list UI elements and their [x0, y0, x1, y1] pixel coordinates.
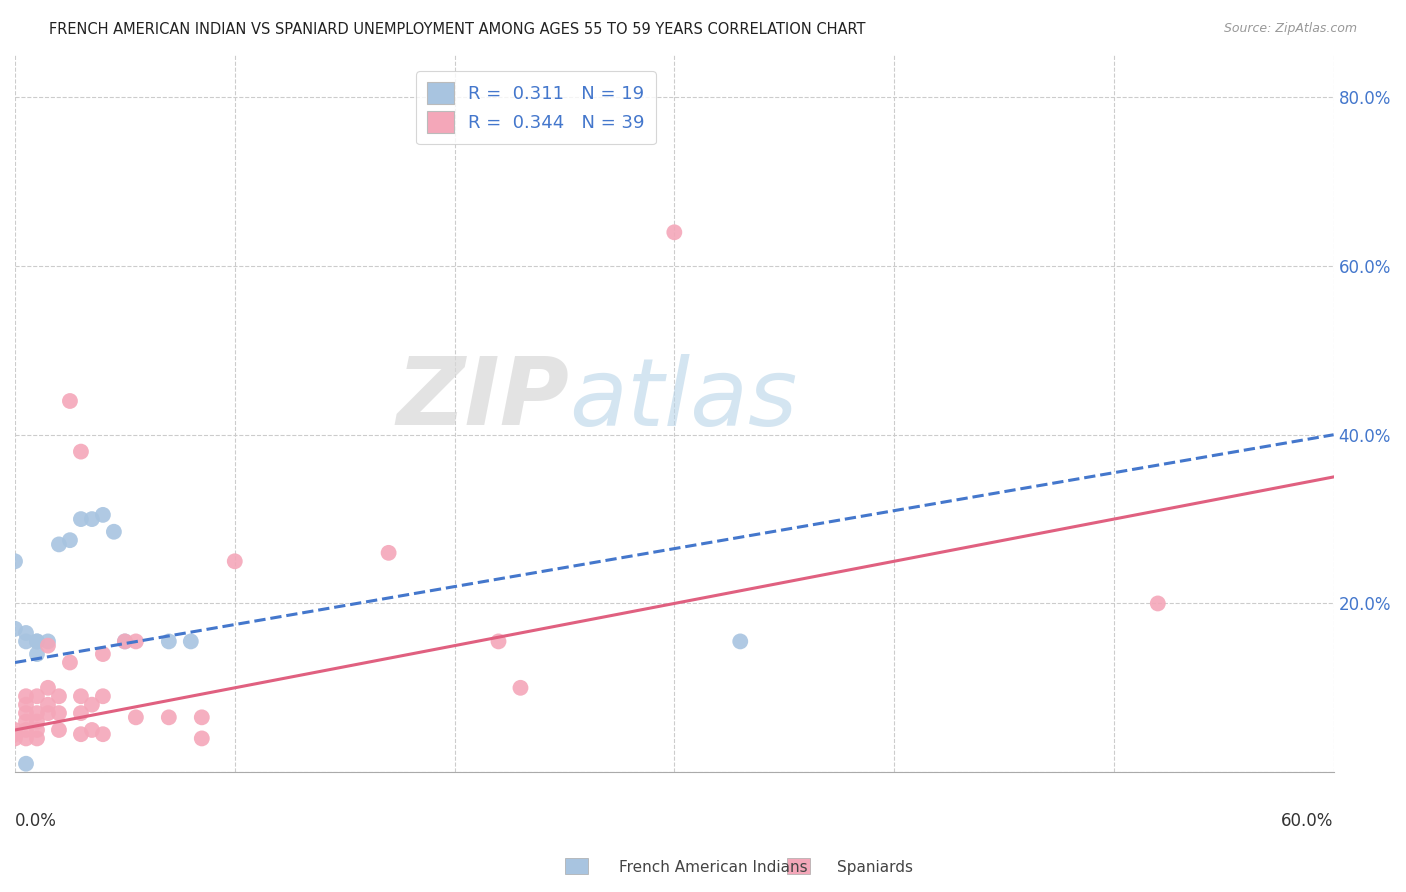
Point — [157, 634, 180, 648]
Point — [4, 723, 27, 737]
Text: ZIP: ZIP — [396, 353, 569, 445]
Point — [377, 546, 399, 560]
Point — [125, 634, 148, 648]
Point — [191, 731, 214, 746]
Point — [4, 554, 27, 568]
Point — [509, 681, 531, 695]
Point — [664, 225, 686, 239]
Point — [14, 714, 37, 729]
Point — [48, 723, 70, 737]
Point — [80, 723, 103, 737]
Point — [125, 710, 148, 724]
Point — [4, 727, 27, 741]
Point — [14, 731, 37, 746]
Point — [70, 444, 93, 458]
Point — [37, 639, 59, 653]
Point — [70, 727, 93, 741]
Point — [25, 634, 48, 648]
Point — [70, 512, 93, 526]
Point — [224, 554, 246, 568]
Point — [191, 710, 214, 724]
Point — [25, 690, 48, 704]
Text: FRENCH AMERICAN INDIAN VS SPANIARD UNEMPLOYMENT AMONG AGES 55 TO 59 YEARS CORREL: FRENCH AMERICAN INDIAN VS SPANIARD UNEMP… — [49, 22, 866, 37]
Bar — [565, 858, 588, 874]
Point — [37, 634, 59, 648]
Text: 0.0%: 0.0% — [15, 812, 56, 830]
Point — [103, 524, 125, 539]
Point — [1146, 597, 1168, 611]
Text: atlas: atlas — [569, 354, 797, 445]
Point — [14, 723, 37, 737]
Point — [14, 626, 37, 640]
Point — [80, 698, 103, 712]
Point — [25, 723, 48, 737]
Point — [59, 533, 82, 548]
Point — [91, 727, 114, 741]
Text: Spaniards: Spaniards — [837, 860, 912, 874]
Point — [91, 690, 114, 704]
Point — [14, 756, 37, 771]
Point — [114, 634, 136, 648]
Point — [59, 394, 82, 409]
Point — [4, 731, 27, 746]
Point — [48, 690, 70, 704]
Point — [14, 706, 37, 720]
Text: French American Indians: French American Indians — [619, 860, 807, 874]
Point — [70, 690, 93, 704]
Point — [488, 634, 510, 648]
Bar — [787, 858, 810, 874]
Text: Source: ZipAtlas.com: Source: ZipAtlas.com — [1223, 22, 1357, 36]
Point — [37, 706, 59, 720]
Point — [70, 706, 93, 720]
Legend: R =  0.311   N = 19, R =  0.344   N = 39: R = 0.311 N = 19, R = 0.344 N = 39 — [416, 71, 655, 145]
Point — [59, 656, 82, 670]
Point — [25, 731, 48, 746]
Point — [157, 710, 180, 724]
Point — [48, 706, 70, 720]
Point — [37, 698, 59, 712]
Point — [180, 634, 202, 648]
Point — [4, 622, 27, 636]
Point — [48, 537, 70, 551]
Point — [25, 706, 48, 720]
Point — [14, 634, 37, 648]
Point — [25, 647, 48, 661]
Point — [91, 508, 114, 522]
Text: 60.0%: 60.0% — [1281, 812, 1334, 830]
Point — [25, 634, 48, 648]
Point — [80, 512, 103, 526]
Point — [14, 690, 37, 704]
Point — [91, 647, 114, 661]
Point — [25, 714, 48, 729]
Point — [114, 634, 136, 648]
Point — [37, 681, 59, 695]
Point — [14, 698, 37, 712]
Point — [728, 634, 751, 648]
